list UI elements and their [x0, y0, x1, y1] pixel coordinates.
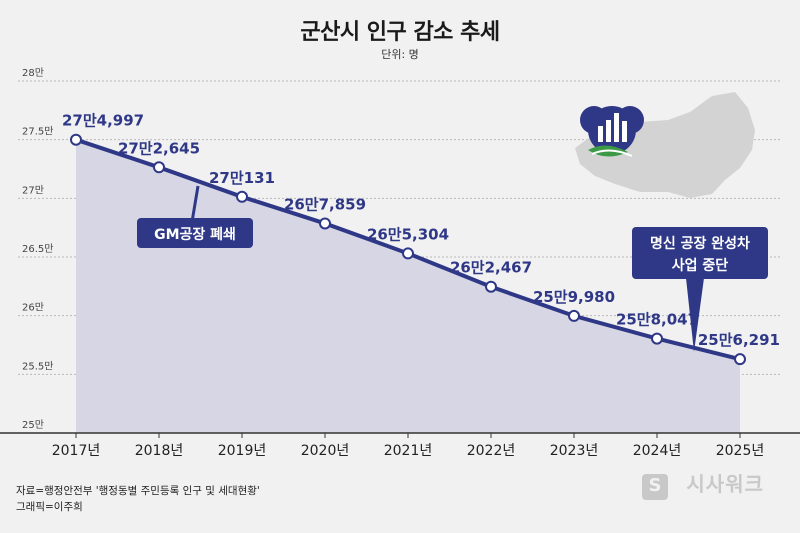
source-note: 자료=행정안전부 '행정동별 주민등록 인구 및 세대현황' [16, 485, 260, 497]
data-labels: 27만4,997 27만2,645 27만131 26만7,85926만5,30426… [62, 112, 780, 349]
callout-leader [686, 278, 704, 352]
data-label: 27만4,997 [62, 112, 144, 130]
unit-label: 단위: 명 [381, 48, 419, 61]
data-label: 26만5,304 [367, 225, 449, 243]
data-point [734, 353, 746, 366]
y-tick-label: 25.5만 [22, 360, 53, 372]
data-point [651, 332, 663, 345]
callout-leader [190, 185, 200, 223]
y-tick-label: 26.5만 [22, 243, 53, 255]
data-point [153, 161, 165, 174]
data-point [319, 217, 331, 230]
x-tick-label: 2017년 [52, 443, 101, 459]
data-label: 27만131 [209, 169, 275, 187]
data-point [568, 309, 580, 322]
data-point [70, 133, 82, 146]
x-tick-label: 2025년 [716, 443, 765, 459]
x-tick-label: 2023년 [550, 443, 599, 459]
y-tick-label: 26만 [22, 302, 44, 314]
callout-label: GM공장 폐쇄 [154, 226, 236, 243]
y-tick-label: 25만 [22, 419, 44, 431]
brand-name: 시사워크 [686, 472, 764, 496]
x-tick-label: 2019년 [218, 443, 267, 459]
data-label: 26만7,859 [284, 195, 366, 213]
callout-box [137, 218, 253, 248]
x-tick-label: 2021년 [384, 443, 433, 459]
city-emblem-icon [580, 106, 644, 157]
x-axis: 2017년 2018년 2019년 2020년 2021년 2022년 2023년 2024년… [0, 432, 800, 459]
callout-label: 명신 공장 완성차 [650, 235, 750, 252]
data-label: 26만2,467 [450, 259, 532, 277]
credit-note: 그래픽=이주희 [16, 501, 83, 513]
x-tick-label: 2024년 [633, 443, 682, 459]
x-tick-label: 2018년 [135, 443, 184, 459]
brand-logo-icon [642, 474, 668, 500]
area-fill [76, 139, 740, 433]
data-label: 25만6,291 [698, 331, 780, 349]
data-label: 27만2,645 [118, 139, 200, 157]
data-point [402, 247, 414, 260]
chart-title: 군산시 인구 감소 추세 [300, 20, 500, 45]
map-icon [575, 92, 755, 198]
x-tick-label: 2022년 [467, 443, 516, 459]
y-tick-label: 27만 [22, 184, 44, 196]
data-point [485, 280, 497, 293]
callout-label: 사업 중단 [672, 257, 729, 274]
data-label: 25만9,980 [533, 288, 615, 306]
y-tick-label: 28만 [22, 67, 44, 79]
data-label: 25만8,047 [616, 311, 698, 329]
x-tick-label: 2020년 [301, 443, 350, 459]
data-point [236, 190, 248, 203]
callout-box [632, 227, 768, 279]
y-tick-label: 27.5만 [22, 126, 53, 138]
data-points [70, 133, 746, 366]
